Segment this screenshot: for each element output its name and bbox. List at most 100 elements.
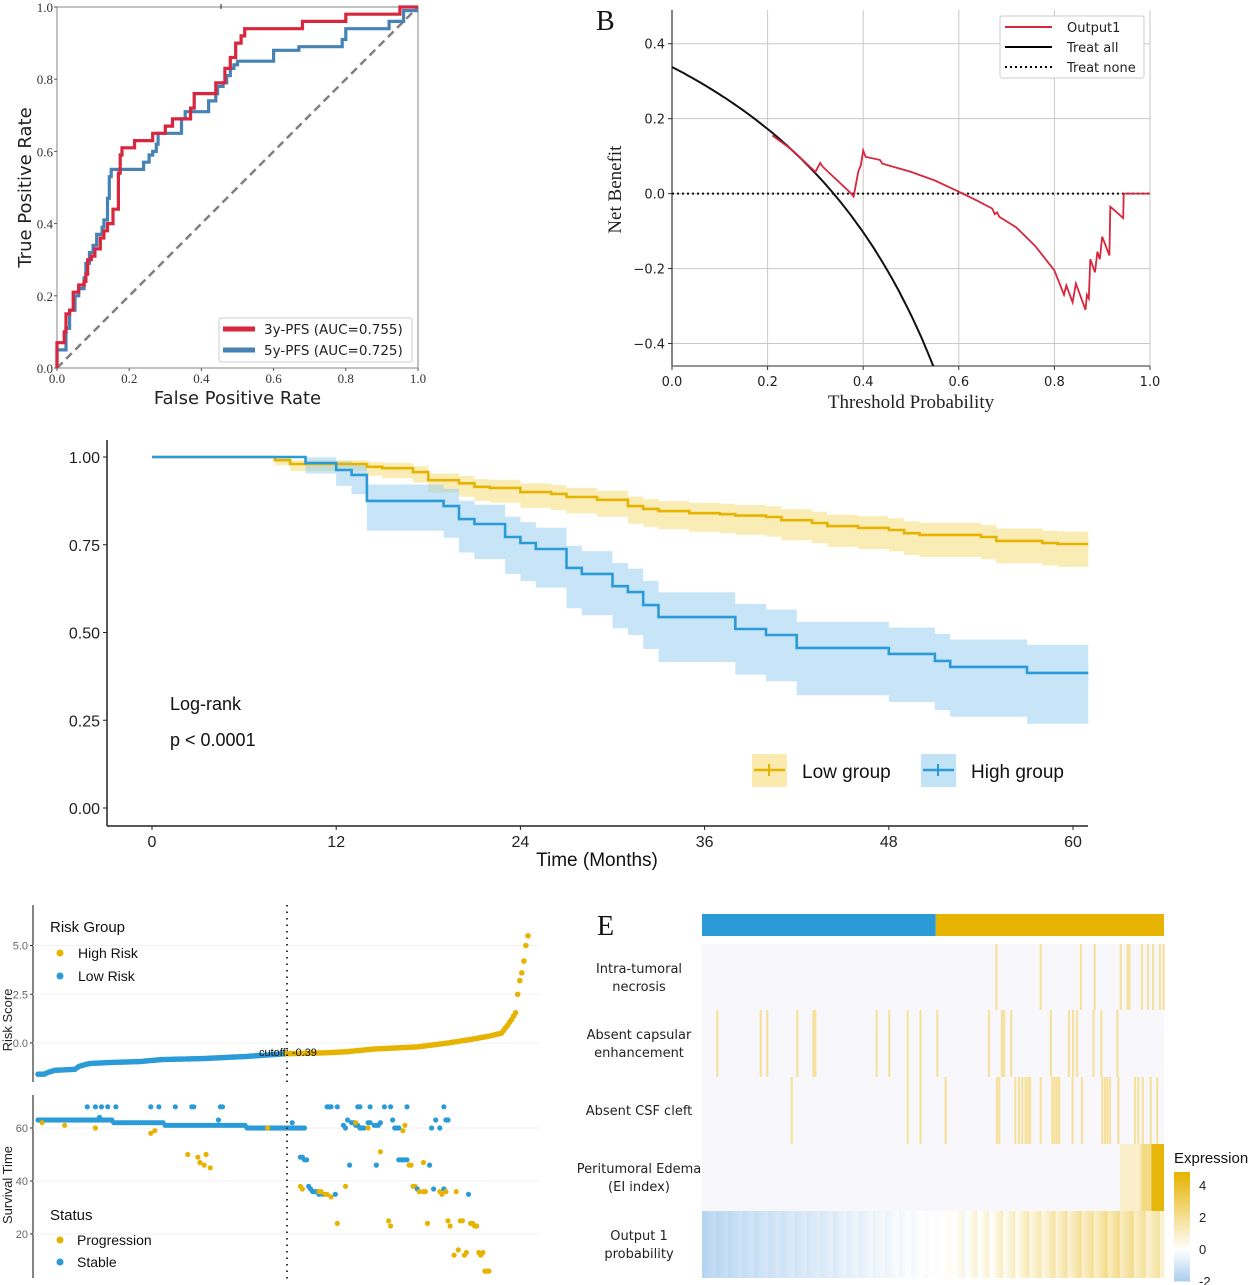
heatmap-cell [983, 1211, 986, 1278]
heatmap-cell [766, 1211, 769, 1278]
survival-point-stable [84, 1104, 90, 1110]
heatmap-cell [1115, 1211, 1119, 1278]
roc-curve-3y [55, 5, 418, 368]
survival-point-progression [201, 1162, 207, 1168]
heatmap-cell [1153, 1211, 1157, 1278]
heatmap-cell [724, 1211, 727, 1278]
heatmap-cell [1087, 1211, 1091, 1278]
roc-reference-diagonal [56, 6, 419, 369]
survival-point-progression [334, 1220, 340, 1226]
colorbar-segment [1174, 1233, 1190, 1237]
heatmap-colorbar: Expression 4 2 0 -2 [1174, 1150, 1248, 1285]
heatmap-cell [720, 1211, 723, 1278]
survival-ytick-label: 60 [16, 1123, 28, 1135]
heatmap-cell [892, 1211, 896, 1278]
survival-point-stable [357, 1104, 363, 1110]
heatmap-cell [922, 1211, 926, 1278]
heatmap-cell [1141, 1144, 1152, 1211]
heatmap-cell [834, 1211, 837, 1278]
colorbar-tick-label: 4 [1199, 1178, 1206, 1193]
heatmap-cell [790, 1077, 793, 1144]
heatmap-cell [944, 1077, 947, 1144]
heatmap-cell [928, 1211, 932, 1278]
colorbar-segment [1174, 1222, 1190, 1226]
colorbar-segment [1174, 1215, 1190, 1218]
dca-ytick-label: −0.2 [633, 263, 665, 278]
km-legend-label: Low group [802, 762, 891, 783]
heatmap-cell [880, 1211, 884, 1278]
risk-ytick-label: 5.0 [13, 941, 28, 953]
colorbar-segment [1174, 1228, 1190, 1231]
survival-point-progression [265, 1125, 271, 1131]
heatmap-cell [995, 944, 998, 1010]
heatmap-cell [997, 1211, 1000, 1278]
dca-legend-label: Output1 [1067, 21, 1120, 36]
heatmap-cell [1055, 1077, 1058, 1144]
heatmap-cell [750, 1211, 753, 1278]
heatmap-cell [770, 1211, 773, 1278]
heatmap-cell [722, 1211, 725, 1278]
survival-point-progression [402, 1122, 408, 1128]
heatmap-cell [1014, 1077, 1017, 1144]
heatmap-cell [1011, 1211, 1014, 1278]
heatmap-cell [906, 1211, 910, 1278]
colorbar-segment [1174, 1186, 1190, 1189]
heatmap-cell [1139, 1144, 1142, 1211]
heatmap-cell [916, 1211, 920, 1278]
colorbar-segment [1174, 1195, 1190, 1198]
heatmap-cell [1135, 1211, 1139, 1278]
heatmap-cell [1158, 944, 1161, 1010]
colorbar-segment [1174, 1250, 1190, 1253]
survival-legend-label: Progression [77, 1232, 152, 1248]
heatmap-cell [1103, 1211, 1107, 1278]
risk-score-point [521, 958, 527, 964]
colorbar-segment [1174, 1221, 1190, 1224]
colorbar-segment [1174, 1259, 1190, 1262]
heatmap-cell [828, 1211, 831, 1278]
heatmap-cell [860, 1211, 864, 1278]
survival-point-progression [416, 1189, 422, 1195]
panel-label-e: E [597, 911, 614, 942]
survival-point-progression [388, 1223, 394, 1229]
heatmap-cell [981, 1211, 984, 1278]
survival-point-progression [455, 1247, 461, 1253]
heatmap-cell [1119, 1211, 1123, 1278]
colorbar-segment [1174, 1275, 1190, 1278]
heatmap-cell [812, 1211, 815, 1278]
heatmap-cell [1077, 1211, 1081, 1278]
heatmap-cell [1127, 1211, 1131, 1278]
heatmap-cell [792, 1211, 795, 1278]
dca-chart: 0.0 0.2 0.4 0.6 0.8 1.0 −0.4 −0.2 0.0 0.2 0.4 Thres… [596, 6, 1161, 413]
dca-xtick-label: 0.6 [948, 375, 969, 390]
colorbar-segment [1174, 1248, 1190, 1251]
heatmap-cell [838, 1211, 841, 1278]
heatmap-cell [1123, 1211, 1127, 1278]
heatmap-cell [1058, 1077, 1061, 1144]
survival-point-stable [361, 1125, 367, 1131]
heatmap-cell [732, 1211, 735, 1278]
colorbar-segment [1174, 1173, 1190, 1177]
heatmap-cell [1126, 944, 1129, 1010]
survival-point-stable [332, 1191, 338, 1197]
survival-point-stable [172, 1104, 178, 1110]
heatmap-cell [754, 1211, 757, 1278]
survival-point-stable [334, 1104, 340, 1110]
heatmap-cell [1026, 1077, 1029, 1144]
risk-score-chart: 0.0 2.5 5.0 Risk Score cutoff: -0.39 Risk Gro… [0, 905, 540, 1085]
heatmap-cell [780, 1211, 783, 1278]
heatmap-cell [898, 1211, 902, 1278]
heatmap-cell [937, 1211, 940, 1278]
dca-xtick-label: 1.0 [1140, 375, 1161, 390]
km-ytick-label: 0.00 [69, 801, 100, 818]
survival-point-stable [431, 1186, 437, 1192]
heatmap-cell [840, 1211, 844, 1278]
risk-legend-label: High Risk [78, 945, 139, 961]
heatmap-cell [1015, 1211, 1018, 1278]
survival-point-stable [404, 1157, 410, 1163]
heatmap-cell [844, 1211, 848, 1278]
heatmap-cell [759, 1010, 762, 1077]
heatmap-cell [906, 1077, 909, 1144]
heatmap-cell [904, 1211, 908, 1278]
heatmap-cell [864, 1211, 868, 1278]
heatmap-group-bar-high [935, 914, 1164, 936]
